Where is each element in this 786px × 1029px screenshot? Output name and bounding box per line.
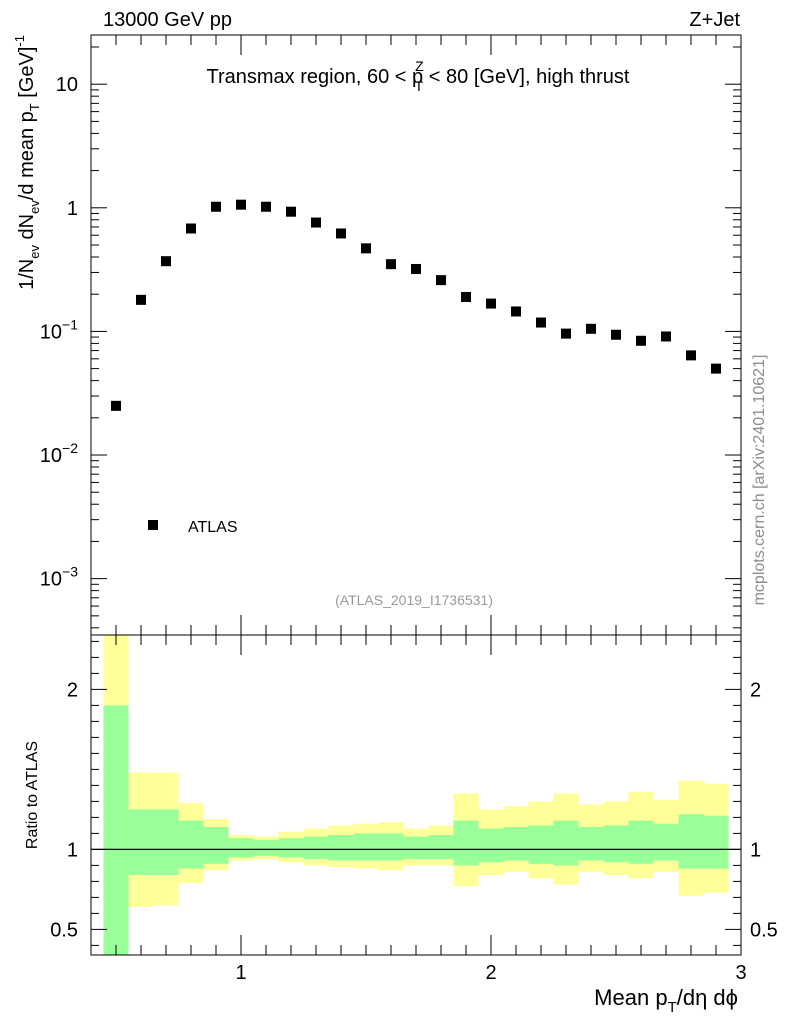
- ylabel-part-7: -1: [12, 35, 27, 47]
- y-tick-label: 10−1: [40, 316, 78, 343]
- ratio-y-tick-label-left: 1: [67, 839, 78, 861]
- main-ticks: 10 1 10−1 10−2 10−3: [40, 35, 742, 635]
- main-frame: [90, 34, 742, 636]
- data-point: [261, 201, 271, 212]
- ylabel-part-2: dN: [16, 214, 38, 245]
- ylabel-part-3: ev: [27, 200, 42, 214]
- ratio-xlabel: Mean pT/dη dϕ: [594, 985, 738, 1016]
- data-point: [111, 400, 121, 411]
- data-point: [536, 317, 546, 328]
- data-point: [636, 335, 646, 346]
- ylabel-part-6: [GeV]: [16, 47, 38, 104]
- ylabel-part-1: ev: [27, 245, 42, 259]
- data-point: [511, 306, 521, 317]
- title-sub: T: [415, 78, 424, 94]
- ratio-y-tick-label-right: 0.5: [750, 919, 778, 941]
- ratio-band-inner: [603, 825, 629, 863]
- data-point: [686, 350, 696, 361]
- data-point: [211, 201, 221, 212]
- ratio-band-inner: [253, 839, 279, 856]
- main-title: Transmax region, 60 < pZ T < 80 [GeV], hi…: [207, 58, 630, 94]
- x-tick-label: 1: [235, 962, 246, 984]
- title-sup: Z: [415, 58, 424, 74]
- ratio-band-inner: [153, 809, 179, 875]
- y-tick-label: 10: [56, 74, 78, 96]
- ratio-band-inner: [303, 836, 329, 859]
- ylabel-part-0: 1/N: [16, 259, 38, 290]
- data-point: [711, 363, 721, 374]
- ratio-band-inner: [203, 827, 229, 864]
- watermark: mcplots.cern.ch [arXiv:2401.10621]: [751, 355, 768, 606]
- ratio-band-inner: [703, 815, 729, 869]
- legend-label: ATLAS: [188, 519, 238, 536]
- xlabel-part-2: /dη dϕ: [677, 985, 738, 1010]
- ratio-band-inner: [103, 705, 129, 955]
- x-tick-label: 2: [485, 962, 496, 984]
- data-point: [461, 291, 471, 302]
- x-tick-label: 3: [735, 962, 746, 984]
- data-point: [586, 323, 596, 334]
- ratio-band-inner: [553, 820, 579, 866]
- title-suffix: < 80 [GeV], high thrust: [423, 66, 630, 88]
- data-point: [386, 259, 396, 270]
- ratio-y-tick-label-left: 0.5: [50, 919, 78, 941]
- data-point: [286, 206, 296, 217]
- ylabel-part-5: T: [27, 103, 42, 111]
- ratio-band-inner: [403, 836, 429, 859]
- data-point: [486, 298, 496, 309]
- xlabel-part-0: Mean p: [594, 985, 667, 1010]
- ratio-panel: 2 2 1 1 0.5 0.5 1 2 3 Ratio to ATLAS Mean pT/dη …: [24, 634, 778, 1016]
- ratio-band-inner: [578, 827, 604, 861]
- main-ylabel: 1/Nev dNev/d mean pT [GeV]-1: [12, 35, 42, 290]
- xlabel-part-1: T: [668, 999, 677, 1016]
- header-right: Z+Jet: [689, 9, 740, 31]
- ratio-band-inner: [478, 828, 504, 863]
- y-tick-label: 10−2: [40, 440, 78, 467]
- ratio-band-inner: [378, 833, 404, 861]
- main-panel: 10 1 10−1 10−2 10−3 Transmax region, 60 < pZ…: [12, 34, 742, 636]
- data-point: [186, 223, 196, 234]
- main-points: [111, 199, 721, 411]
- title-prefix: Transmax region, 60 < p: [207, 66, 424, 88]
- data-point: [611, 329, 621, 340]
- y-tick-label: 1: [67, 198, 78, 220]
- ratio-ticks: 2 2 1 1 0.5 0.5 1 2 3: [50, 635, 778, 984]
- ratio-band-inner: [353, 833, 379, 861]
- ratio-bands: [103, 635, 729, 955]
- ratio-ylabel: Ratio to ATLAS: [24, 741, 41, 849]
- ratio-band-inner: [503, 827, 529, 861]
- ratio-band-inner: [653, 823, 679, 861]
- ratio-band-inner: [178, 820, 204, 869]
- data-point: [661, 331, 671, 342]
- ratio-y-tick-label-left: 2: [67, 679, 78, 701]
- ratio-band-inner: [278, 838, 304, 858]
- ratio-band-inner: [128, 809, 154, 875]
- data-point: [236, 199, 246, 210]
- data-point: [561, 328, 571, 339]
- ylabel-part-4: /d mean p: [16, 111, 38, 200]
- data-point: [136, 294, 146, 305]
- ratio-band-inner: [628, 820, 654, 864]
- ratio-band-inner: [453, 820, 479, 866]
- analysis-id: (ATLAS_2019_I1736531): [335, 592, 493, 608]
- ratio-band-inner: [528, 825, 554, 864]
- ratio-band-inner: [228, 838, 254, 858]
- data-point: [336, 228, 346, 239]
- ratio-y-tick-label-right: 2: [750, 679, 761, 701]
- header-left: 13000 GeV pp: [103, 9, 232, 31]
- ratio-band-inner: [328, 835, 354, 861]
- legend-marker: [148, 520, 158, 530]
- data-point: [361, 243, 371, 254]
- ratio-y-tick-label-right: 1: [750, 839, 761, 861]
- ratio-band-inner: [678, 814, 704, 869]
- data-point: [161, 256, 171, 267]
- ratio-band-inner: [428, 835, 454, 859]
- data-point: [411, 263, 421, 274]
- data-point: [311, 217, 321, 228]
- y-tick-label: 10−3: [40, 564, 78, 591]
- data-point: [436, 275, 446, 286]
